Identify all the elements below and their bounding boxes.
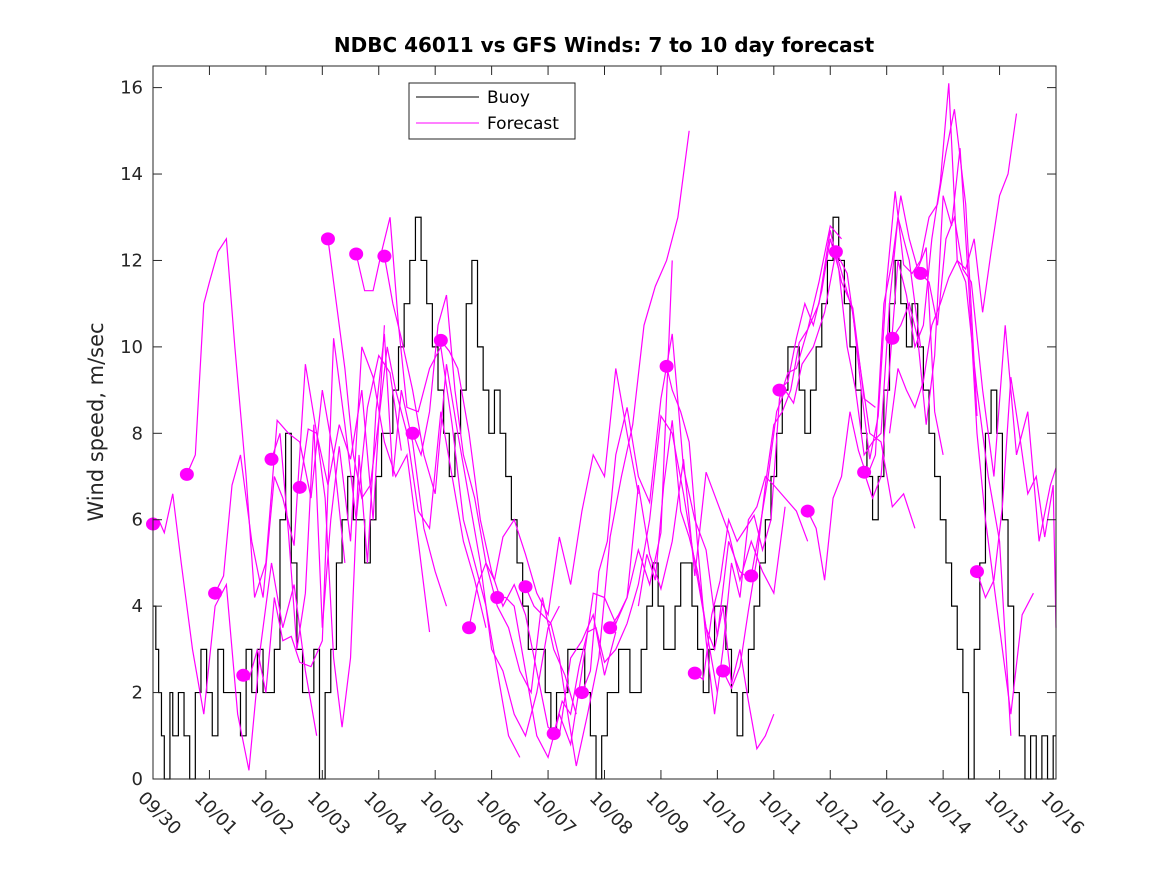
forecast-marker <box>179 467 194 481</box>
buoy-line <box>153 216 1056 780</box>
legend: Buoy Forecast <box>408 82 576 140</box>
forecast-line <box>186 237 346 598</box>
legend-box <box>408 82 576 140</box>
legend-buoy-label: Buoy <box>487 88 530 108</box>
forecast-marker <box>349 247 364 261</box>
forecast-marker <box>546 727 561 741</box>
y-tick-label: 10 <box>120 337 143 358</box>
forecast-line <box>553 414 718 734</box>
forecast-marker <box>828 245 843 259</box>
y-tick-label: 8 <box>132 423 143 444</box>
forecast-marker <box>490 591 505 605</box>
forecast-line <box>327 238 487 628</box>
forecast-line <box>355 217 521 758</box>
forecast-marker <box>857 465 872 479</box>
forecast-line <box>779 217 922 457</box>
forecast-marker <box>320 232 335 246</box>
forecast-line <box>920 214 1057 542</box>
y-tick-label: 2 <box>132 683 143 704</box>
y-tick-label: 12 <box>120 250 143 271</box>
y-tick-label: 6 <box>132 510 143 531</box>
y-axis-label: Wind speed, m/sec <box>84 322 108 521</box>
y-tick-label: 4 <box>132 596 143 617</box>
forecast-marker <box>687 666 702 680</box>
forecast-marker <box>292 480 307 494</box>
forecast-line <box>891 148 1034 715</box>
forecast-line <box>524 130 690 767</box>
forecast-marker <box>236 668 251 682</box>
forecast-marker <box>885 331 900 345</box>
forecast-line <box>835 109 978 460</box>
forecast-marker <box>377 249 392 263</box>
forecast-marker <box>659 359 674 373</box>
y-tick-label: 0 <box>132 769 143 790</box>
forecast-line <box>214 325 385 598</box>
y-tick-label: 16 <box>120 78 143 99</box>
forecast-marker <box>462 621 477 635</box>
forecast-line <box>581 333 752 693</box>
forecast-line <box>299 333 448 728</box>
legend-forecast-label: Forecast <box>487 114 559 134</box>
forecast-line <box>152 493 318 771</box>
forecast-marker <box>772 383 787 397</box>
forecast-line <box>722 230 876 690</box>
chart-title: NDBC 46011 vs GFS Winds: 7 to 10 day for… <box>334 33 875 57</box>
forecast-line <box>468 368 639 628</box>
forecast-marker <box>800 504 815 518</box>
forecast-marker <box>716 664 731 678</box>
forecast-marker <box>744 569 759 583</box>
forecast-line <box>637 420 775 751</box>
forecast-marker <box>969 565 984 579</box>
forecast-marker <box>264 452 279 466</box>
series-layer <box>152 83 1057 780</box>
forecast-marker <box>913 266 928 280</box>
marker-layer <box>146 232 984 741</box>
forecast-line <box>242 338 402 693</box>
y-tick-label: 14 <box>120 164 143 185</box>
forecast-marker <box>405 426 420 440</box>
forecast-line <box>383 256 560 738</box>
y-axis: 0 2 4 6 8 10 12 14 16 <box>120 78 1056 790</box>
forecast-marker <box>574 686 589 700</box>
forecast-marker <box>518 580 533 594</box>
forecast-line <box>750 249 916 577</box>
forecast-line <box>270 346 431 650</box>
forecast-line <box>863 83 1012 736</box>
forecast-marker <box>603 621 618 635</box>
forecast-line <box>694 224 842 681</box>
forecast-line <box>888 113 1018 434</box>
forecast-marker <box>433 333 448 347</box>
forecast-line <box>665 366 809 715</box>
forecast-line <box>807 195 944 581</box>
forecast-marker <box>208 586 223 600</box>
forecast-line <box>440 340 617 737</box>
